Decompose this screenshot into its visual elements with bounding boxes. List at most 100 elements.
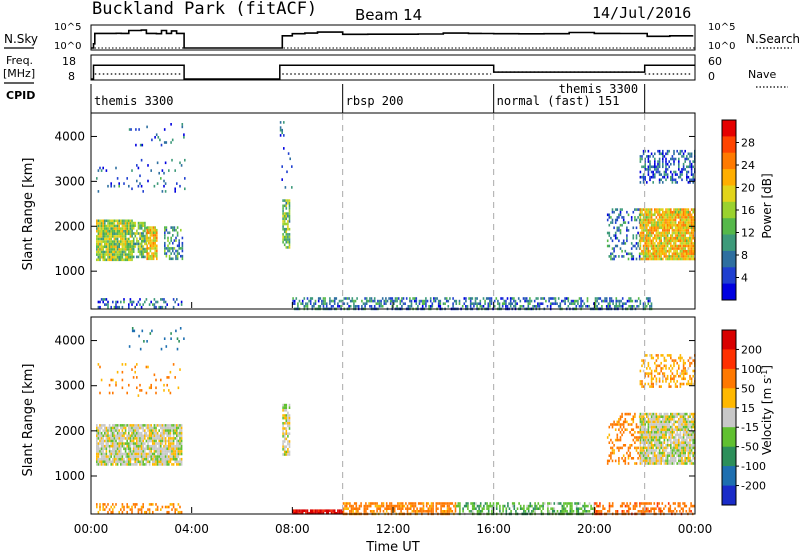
heatmap-cell bbox=[487, 507, 490, 510]
heatmap-cell bbox=[340, 299, 342, 303]
heatmap-cell bbox=[352, 504, 354, 508]
heatmap-cell bbox=[349, 299, 352, 303]
heatmap-cell bbox=[550, 507, 552, 510]
heatmap-cell bbox=[678, 223, 680, 227]
heatmap-cell bbox=[650, 247, 653, 250]
heatmap-cell bbox=[650, 213, 653, 217]
heatmap-cell bbox=[174, 190, 176, 193]
heatmap-cell bbox=[409, 507, 412, 510]
heatmap-cell bbox=[686, 170, 688, 174]
heatmap-cell bbox=[642, 218, 645, 222]
heatmap-cell bbox=[100, 424, 103, 427]
heatmap-cell bbox=[623, 502, 625, 505]
heatmap-cell bbox=[666, 221, 669, 224]
heatmap-cell bbox=[317, 299, 320, 303]
heatmap-cell bbox=[609, 299, 611, 303]
heatmap-cell bbox=[342, 507, 345, 510]
heatmap-cell bbox=[636, 305, 638, 308]
heatmap-cell bbox=[540, 297, 542, 300]
freq-series bbox=[91, 64, 695, 80]
heatmap-cell bbox=[396, 299, 398, 303]
heatmap-cell bbox=[644, 425, 646, 429]
heatmap-cell bbox=[151, 138, 153, 142]
heatmap-cell bbox=[433, 297, 435, 300]
heatmap-cell bbox=[102, 505, 104, 509]
heatmap-cell bbox=[150, 452, 152, 456]
heatmap-cell bbox=[654, 157, 656, 161]
heatmap-cell bbox=[99, 442, 101, 445]
heatmap-cell bbox=[153, 426, 156, 430]
heatmap-cell bbox=[502, 510, 504, 513]
heatmap-cell bbox=[670, 354, 672, 357]
heatmap-cell bbox=[128, 450, 130, 453]
y-tick-label: 2000 bbox=[54, 219, 85, 233]
heatmap-cell bbox=[640, 510, 643, 513]
heatmap-cell bbox=[614, 428, 617, 431]
heatmap-cell bbox=[110, 463, 112, 466]
heatmap-cell bbox=[116, 460, 119, 464]
heatmap-cell bbox=[638, 454, 641, 457]
heatmap-cell bbox=[546, 305, 549, 308]
heatmap-cell bbox=[653, 502, 656, 505]
heatmap-cell bbox=[679, 244, 682, 248]
heatmap-cell bbox=[650, 382, 653, 386]
heatmap-cell bbox=[338, 512, 341, 515]
heatmap-cell bbox=[657, 162, 659, 166]
heatmap-cell bbox=[660, 385, 662, 388]
heatmap-cell bbox=[120, 452, 122, 456]
heatmap-cell bbox=[166, 463, 168, 466]
heatmap-cell bbox=[629, 454, 631, 457]
heatmap-cell bbox=[140, 437, 143, 440]
heatmap-cell bbox=[174, 429, 176, 432]
heatmap-cell bbox=[168, 254, 171, 258]
heatmap-cell bbox=[97, 437, 100, 440]
heatmap-cell bbox=[674, 444, 677, 447]
heatmap-cell bbox=[627, 462, 630, 465]
heatmap-cell bbox=[364, 305, 366, 308]
heatmap-cell bbox=[146, 244, 148, 248]
heatmap-cell bbox=[657, 252, 659, 256]
heatmap-cell bbox=[99, 255, 101, 259]
heatmap-cell bbox=[285, 246, 288, 249]
heatmap-cell bbox=[126, 434, 128, 438]
heatmap-cell bbox=[692, 208, 694, 211]
heatmap-cell bbox=[357, 305, 360, 308]
heatmap-cell bbox=[646, 420, 648, 424]
heatmap-cell bbox=[643, 510, 646, 513]
heatmap-cell bbox=[649, 229, 651, 232]
heatmap-cell bbox=[679, 229, 682, 232]
heatmap-cell bbox=[684, 218, 686, 222]
heatmap-cell bbox=[118, 510, 120, 514]
heatmap-cell bbox=[663, 239, 666, 243]
heatmap-cell bbox=[121, 229, 124, 233]
heatmap-cell bbox=[673, 162, 675, 166]
heatmap-cell bbox=[609, 297, 611, 300]
heatmap-cell bbox=[99, 242, 101, 246]
heatmap-cell bbox=[632, 255, 635, 258]
heatmap-cell bbox=[639, 510, 641, 513]
heatmap-cell bbox=[179, 161, 181, 165]
heatmap-cell bbox=[139, 242, 141, 246]
heatmap-cell bbox=[639, 247, 642, 250]
heatmap-cell bbox=[652, 229, 654, 232]
heatmap-cell bbox=[596, 305, 598, 308]
heatmap-cell bbox=[663, 221, 666, 224]
heatmap-cell bbox=[569, 302, 571, 305]
heatmap-cell bbox=[150, 426, 152, 430]
heatmap-cell bbox=[618, 428, 620, 431]
heatmap-cell bbox=[128, 245, 130, 249]
heatmap-cell bbox=[100, 235, 103, 238]
heatmap-cell bbox=[400, 502, 402, 505]
heatmap-cell bbox=[624, 444, 627, 447]
heatmap-cell bbox=[642, 165, 645, 169]
heatmap-cell bbox=[662, 226, 664, 230]
heatmap-cell bbox=[690, 418, 693, 421]
heatmap-cell bbox=[668, 249, 670, 253]
heatmap-cell bbox=[658, 428, 661, 431]
heatmap-cell bbox=[676, 361, 678, 365]
heatmap-cell bbox=[287, 419, 289, 422]
heatmap-cell bbox=[665, 173, 667, 176]
heatmap-cell bbox=[670, 385, 672, 388]
heatmap-cell bbox=[147, 429, 149, 432]
heatmap-cell bbox=[655, 229, 658, 232]
